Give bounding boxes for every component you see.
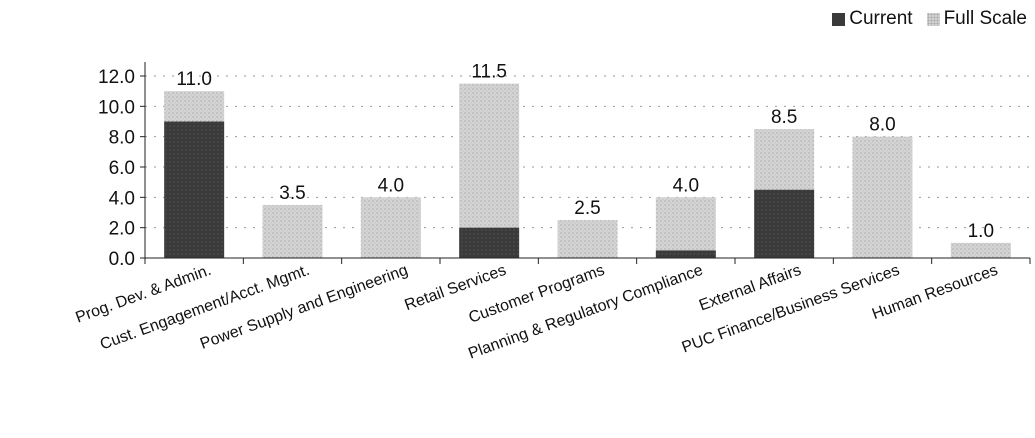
y-tick-label: 10.0: [98, 97, 135, 118]
legend-label-full-scale: Full Scale: [943, 8, 1027, 29]
y-tick-label: 4.0: [109, 188, 135, 209]
bars-layer: [164, 83, 1011, 258]
y-tick-label: 0.0: [109, 249, 135, 270]
legend-label-current: Current: [849, 8, 913, 29]
data-label-total: 4.0: [378, 175, 404, 196]
bar-current: [655, 250, 716, 258]
data-label-total: 11.5: [471, 62, 507, 83]
bar-current: [754, 189, 815, 258]
data-label-total: 4.0: [673, 175, 699, 196]
data-label-total: 11.0: [176, 69, 212, 90]
bar-full-scale: [262, 204, 323, 258]
data-label-total: 1.0: [968, 221, 994, 242]
chart-legend: Current Full Scale: [832, 8, 1027, 30]
y-tick-label: 2.0: [109, 219, 135, 240]
y-tick-label: 6.0: [109, 158, 135, 179]
legend-item-current: Current: [832, 8, 913, 30]
bar-current: [459, 227, 520, 258]
bar-full-scale: [164, 91, 225, 122]
bar-current: [164, 121, 225, 258]
legend-swatch-current: [832, 12, 846, 26]
bar-full-scale: [360, 197, 421, 258]
legend-swatch-full-scale: [926, 12, 940, 26]
bar-full-scale: [557, 220, 618, 258]
axes-layer: 0.0 2.0 4.0 6.0 8.0 10.0 12.0: [98, 62, 1031, 270]
bar-full-scale: [754, 129, 815, 190]
data-label-total: 3.5: [279, 183, 305, 204]
data-label-total: 8.0: [869, 115, 895, 136]
y-tick-label: 12.0: [98, 67, 135, 88]
y-tick-label: 8.0: [109, 128, 135, 149]
bar-full-scale: [459, 83, 520, 228]
bar-full-scale: [852, 136, 913, 258]
data-label-total: 2.5: [574, 198, 600, 219]
bar-full-scale: [950, 242, 1011, 258]
data-label-total: 8.5: [771, 107, 797, 128]
bar-full-scale: [655, 197, 716, 251]
legend-item-full-scale: Full Scale: [926, 8, 1027, 30]
